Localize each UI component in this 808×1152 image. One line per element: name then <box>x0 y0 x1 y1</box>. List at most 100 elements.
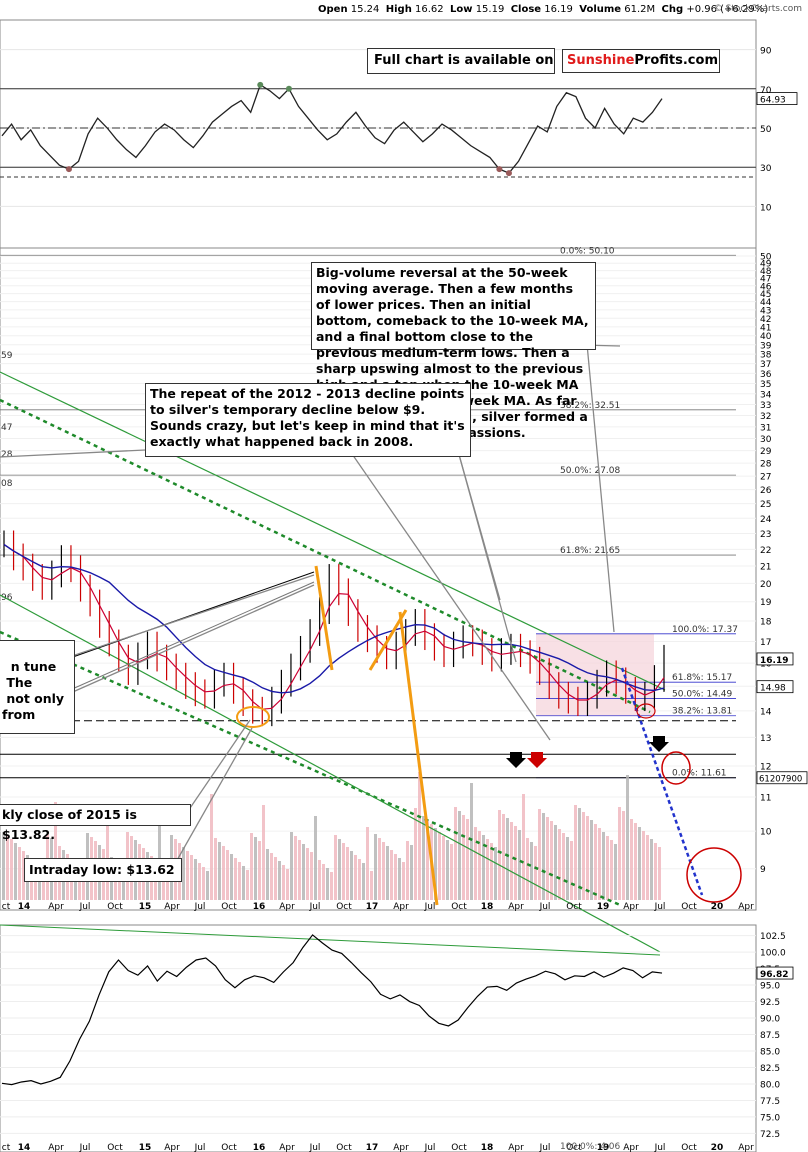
price-tick-label: 43 <box>760 306 771 316</box>
volume-bar <box>438 832 441 900</box>
volume-bar <box>194 859 197 900</box>
volume-bar <box>362 863 365 900</box>
volume-bar <box>606 836 609 900</box>
volume-bar <box>422 816 425 900</box>
volume-bar <box>546 817 549 900</box>
rsi-tick-label: 50 <box>760 125 772 135</box>
volume-bar <box>210 794 213 900</box>
annotation-pointer <box>175 727 253 863</box>
volume-bar <box>10 839 13 900</box>
volume-bar <box>414 808 417 900</box>
volume-bar <box>198 863 201 900</box>
price-tick-label: 44 <box>760 298 772 308</box>
volume-bar <box>278 861 281 900</box>
brand-box[interactable]: SunshineProfits.com <box>562 49 720 73</box>
usd-x-tick-label: Apr <box>738 1143 754 1152</box>
usd-x-tick-label: Jul <box>309 1143 321 1152</box>
volume-bar <box>274 857 277 900</box>
price-x-tick-label: Jul <box>194 902 206 912</box>
low-circle <box>236 706 270 728</box>
volume-bar <box>318 860 321 900</box>
volume-bar <box>266 849 269 900</box>
volume-bar <box>578 808 581 900</box>
volume-bar <box>446 840 449 900</box>
usd-x-tick-label: Jul <box>424 1143 436 1152</box>
volume-bar <box>482 835 485 900</box>
price-x-tick-label: Oct <box>451 902 467 912</box>
volume-bar <box>374 834 377 900</box>
price-tick-label: 24 <box>760 515 772 525</box>
wedge-line <box>69 581 315 691</box>
usd-tick-label: 102.5 <box>760 932 786 942</box>
low-value: 15.19 <box>475 4 505 15</box>
volume-bar <box>574 805 577 900</box>
volume-bar <box>478 831 481 900</box>
price-tick-label: 34 <box>760 390 772 400</box>
price-tick-label: 29 <box>760 447 772 457</box>
volume-bar <box>410 845 413 900</box>
fibonacci-high-label: 50.0%: 27.08 <box>560 466 621 476</box>
orange-trend-line <box>314 565 334 671</box>
price-x-tick-label: Oct <box>566 902 582 912</box>
weekly-close-annotation: kly close of 2015 is $13.82. <box>0 804 191 842</box>
volume-bar <box>302 844 305 900</box>
usd-x-tick-label: 16 <box>253 1143 266 1152</box>
channel-lower-dotted <box>0 630 621 907</box>
usd-tick-label: 100.0 <box>760 949 786 959</box>
price-x-tick-label: Jul <box>654 902 666 912</box>
channel-lower-solid <box>0 594 661 953</box>
orange-trend-line <box>398 611 439 906</box>
volume-bar <box>518 830 521 900</box>
price-x-tick-label: Apr <box>279 902 295 912</box>
partial-left-annotation: n tune The not only from <box>0 640 75 734</box>
price-tick-label: 23 <box>760 530 771 540</box>
usd-x-tick-label: Oct <box>451 1143 467 1152</box>
volume-bar <box>390 850 393 900</box>
volume-bar <box>634 823 637 900</box>
volume-bar <box>314 816 317 900</box>
usd-last-value-box <box>756 966 794 980</box>
volume-bar <box>638 827 641 900</box>
signal-arrow <box>527 752 547 768</box>
fibonacci-recent-label: 50.0%: 14.49 <box>672 690 733 700</box>
volume-bar <box>426 820 429 900</box>
volume-bar <box>538 809 541 900</box>
volume-bar <box>118 865 121 900</box>
fibonacci-high-label: 61.8%: 21.65 <box>560 546 620 556</box>
price-tick-label: 30 <box>760 435 772 445</box>
price-tick-label: 18 <box>760 618 772 628</box>
volume-bar <box>322 864 325 900</box>
volume-bar <box>406 841 409 900</box>
volume-bar <box>366 827 369 900</box>
volume-bar <box>534 846 537 900</box>
price-x-tick-label: 14 <box>18 902 31 912</box>
volume-bar <box>294 836 297 900</box>
volume-bar <box>122 869 125 900</box>
volume-bar <box>458 811 461 900</box>
usd-x-tick-label: 19 <box>597 1143 610 1152</box>
price-tick-label: 17 <box>760 638 771 648</box>
volume-bar <box>182 847 185 900</box>
usd-tick-label: 87.5 <box>760 1031 780 1041</box>
volume-bar <box>346 847 349 900</box>
volume-bar <box>610 840 613 900</box>
usd-x-tick-label: Apr <box>48 1143 64 1152</box>
price-tick-label: 48 <box>760 267 772 277</box>
volume-bar <box>234 858 237 900</box>
price-tick-label: 14 <box>760 707 772 717</box>
price-tick-label: 33 <box>760 401 771 411</box>
volume-bar <box>226 850 229 900</box>
volume-bar <box>582 812 585 900</box>
volume-bar <box>462 815 465 900</box>
high-value: 16.62 <box>415 4 444 15</box>
price-x-tick-label: 18 <box>481 902 494 912</box>
volume-bar <box>658 847 661 900</box>
annotation-pointer <box>65 584 315 696</box>
usd-x-tick-label: Oct <box>221 1143 237 1152</box>
volume-bar <box>558 829 561 900</box>
volume-bar <box>450 844 453 900</box>
usd-x-tick-label: Oct <box>336 1143 352 1152</box>
open-label: Open <box>318 4 348 15</box>
overlay-annotations <box>0 343 621 863</box>
volume-bar <box>474 827 477 900</box>
